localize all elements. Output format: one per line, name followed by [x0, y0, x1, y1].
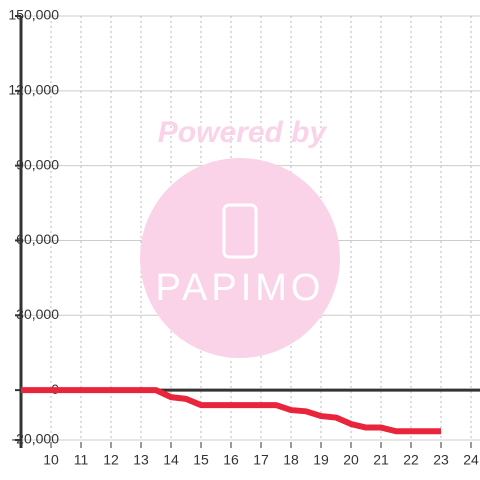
y-tick-label: -20,000 [12, 431, 60, 447]
x-tick-label: 15 [193, 452, 209, 468]
watermark-caption: Powered by [158, 116, 328, 149]
x-tick-label: 13 [133, 452, 149, 468]
series-line [21, 387, 441, 435]
x-tick-label: 11 [74, 452, 89, 468]
x-tick-label: 16 [223, 452, 239, 468]
x-tick-label: 18 [283, 452, 299, 468]
y-tick-label: 150,000 [8, 7, 59, 23]
x-tick-label: 22 [403, 452, 419, 468]
watermark-icon [222, 203, 258, 259]
x-tick-label: 21 [373, 452, 389, 468]
x-tick-label: 19 [313, 452, 329, 468]
y-tick-label: 120,000 [8, 82, 59, 98]
x-tick-label: 20 [343, 452, 359, 468]
x-tick-label: 17 [253, 452, 269, 468]
watermark-brand: PAPIMO [156, 267, 325, 309]
y-tick-label: 60,000 [16, 231, 59, 247]
x-tick-label: 12 [103, 452, 119, 468]
x-tick-label: 23 [433, 452, 449, 468]
y-tick-label: 30,000 [16, 306, 59, 322]
x-tick-label: 24 [463, 452, 479, 468]
y-tick-label: 90,000 [16, 156, 59, 172]
x-tick-label: 10 [43, 452, 59, 468]
x-tick-label: 14 [163, 452, 179, 468]
